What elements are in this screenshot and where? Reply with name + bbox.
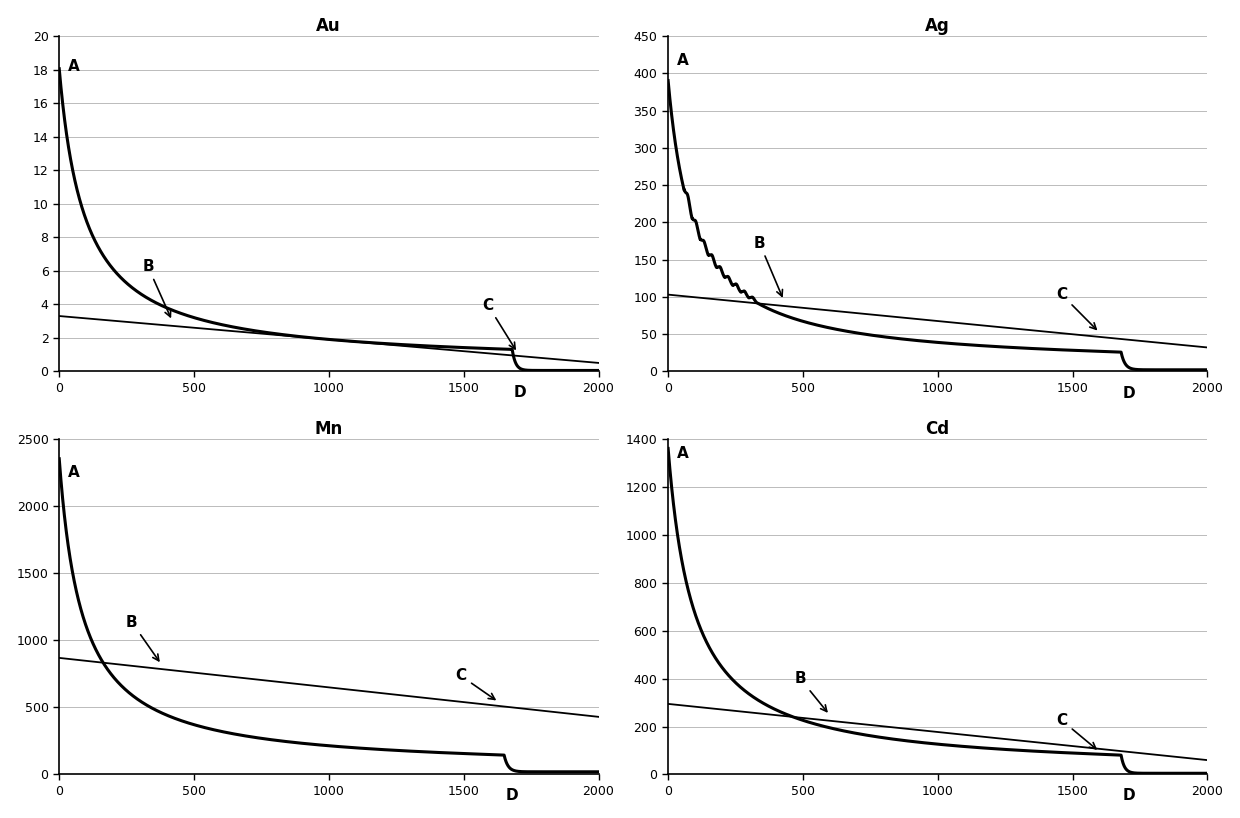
Title: Cd: Cd bbox=[925, 420, 950, 438]
Text: B: B bbox=[795, 671, 827, 712]
Text: B: B bbox=[143, 259, 171, 317]
Text: A: A bbox=[68, 59, 81, 74]
Text: A: A bbox=[68, 465, 81, 480]
Title: Mn: Mn bbox=[315, 420, 342, 438]
Text: B: B bbox=[126, 614, 159, 661]
Text: D: D bbox=[506, 788, 518, 803]
Text: C: C bbox=[1056, 287, 1096, 330]
Text: C: C bbox=[1056, 712, 1096, 748]
Text: D: D bbox=[1123, 789, 1136, 803]
Title: Au: Au bbox=[316, 16, 341, 34]
Text: D: D bbox=[513, 384, 527, 400]
Title: Ag: Ag bbox=[925, 16, 950, 34]
Text: A: A bbox=[677, 52, 689, 68]
Text: B: B bbox=[754, 236, 782, 296]
Text: D: D bbox=[1123, 386, 1136, 401]
Text: C: C bbox=[482, 298, 515, 349]
Text: C: C bbox=[455, 668, 495, 699]
Text: A: A bbox=[677, 447, 689, 461]
